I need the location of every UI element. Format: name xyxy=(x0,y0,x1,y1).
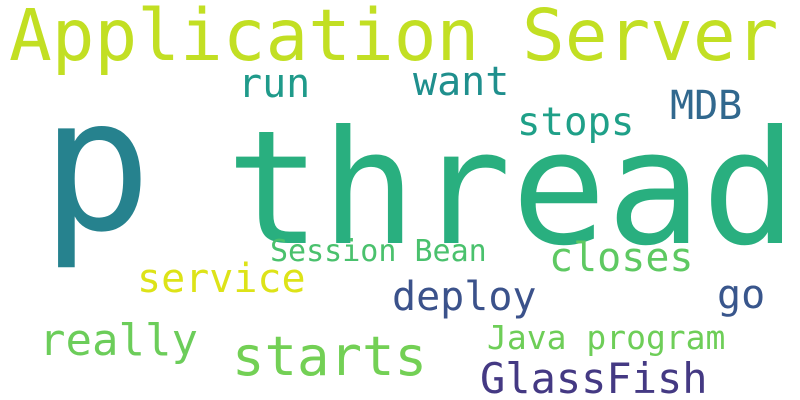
word-mdb: MDB xyxy=(670,83,743,129)
word-go: go xyxy=(717,272,766,318)
word-glassfish: GlassFish xyxy=(480,354,708,400)
word-session-bean: Session Bean xyxy=(270,234,487,269)
word-stops: stops xyxy=(517,100,635,145)
word-service: service xyxy=(137,256,306,302)
word-closes: closes xyxy=(549,235,694,281)
word-want: want xyxy=(413,59,510,105)
word-starts: starts xyxy=(232,325,428,388)
word-java-program: Java program xyxy=(487,318,726,357)
word-thread: thread xyxy=(226,97,797,281)
word-p: p xyxy=(41,59,152,273)
word-run: run xyxy=(238,61,311,107)
word-deploy: deploy xyxy=(392,274,537,320)
word-really: really xyxy=(39,315,198,366)
word-application-server: Application Server xyxy=(9,0,779,77)
